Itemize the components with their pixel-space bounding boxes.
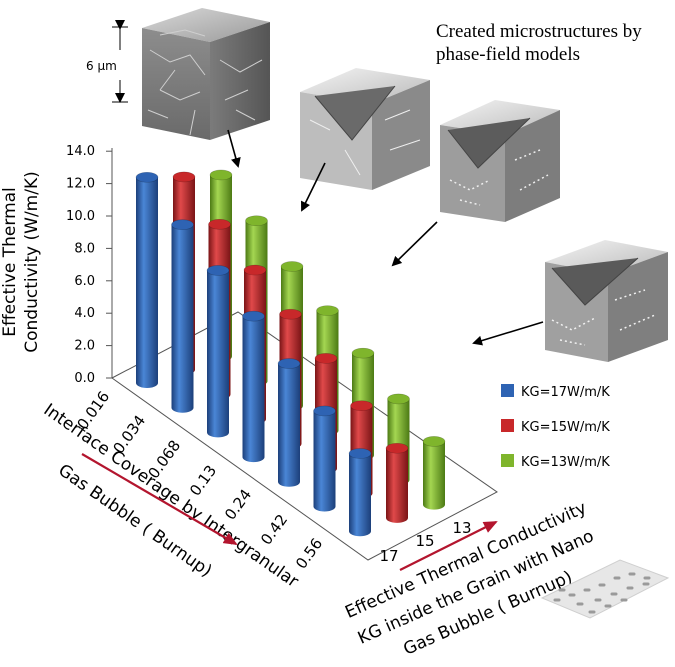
bar-top xyxy=(243,264,267,276)
bar-body xyxy=(386,448,408,523)
depth-axis-direction-arrow xyxy=(399,521,498,571)
legend-label-kg17: KG=17W/m/K xyxy=(521,385,610,400)
legend-label-kg15: KG=15W/m/K xyxy=(521,420,610,435)
y-tick-label: 6.0 xyxy=(74,274,95,289)
bar-body xyxy=(278,363,300,487)
depth-category-label: 15 xyxy=(415,532,434,550)
scale-bar-label: 6 µm xyxy=(86,59,117,73)
y-tick-label: 2.0 xyxy=(74,339,95,354)
bar-top xyxy=(245,215,268,227)
microstructure-cube-1 xyxy=(142,8,270,140)
y-tick-label: 8.0 xyxy=(74,241,95,256)
bar-kg-17w-m-k-0.13 xyxy=(242,310,265,463)
bar-kg-15w-m-k-0.56 xyxy=(385,442,409,523)
legend: KG=17W/m/K KG=15W/m/K KG=13W/m/K xyxy=(501,384,610,470)
bar-kg-13w-m-k-0.56 xyxy=(422,436,446,510)
bar-kg-17w-m-k-0.034 xyxy=(171,219,194,413)
bar-kg-17w-m-k-0.42 xyxy=(313,405,336,512)
y-tick-label: 12.0 xyxy=(66,177,95,192)
bar-top xyxy=(280,261,304,272)
floor-plane xyxy=(111,311,498,561)
x-category-label: 0.24 xyxy=(221,486,255,524)
nano-bubble-cluster xyxy=(540,559,670,619)
bar-kg-17w-m-k-0.24 xyxy=(277,358,301,487)
bar-body xyxy=(242,316,265,463)
bar-top xyxy=(350,400,373,412)
microstructure-cube-2 xyxy=(300,68,430,190)
microstructure-cube-4 xyxy=(545,240,668,362)
depth-axis-categories: 17 15 13 xyxy=(379,519,471,565)
y-axis-ticks: 0.0 2.0 4.0 6.0 8.0 10.0 12.0 14.0 xyxy=(66,144,112,386)
depth-category-label: 17 xyxy=(379,547,398,565)
bar-top xyxy=(171,219,194,230)
legend-swatch-kg15 xyxy=(501,419,514,432)
bar-kg-17w-m-k-0.56 xyxy=(348,448,372,537)
bar-top xyxy=(387,393,410,405)
bar-top xyxy=(313,405,336,417)
legend-swatch-kg17 xyxy=(501,384,514,397)
microstructures-note-line1: Created microstructures by xyxy=(436,21,642,42)
x-category-label: 0.56 xyxy=(292,535,326,573)
bar-body xyxy=(423,441,445,510)
bar-kg-17w-m-k-0.068 xyxy=(206,265,230,438)
bar-body xyxy=(207,270,229,438)
bar-top xyxy=(208,219,231,230)
y-tick-label: 4.0 xyxy=(74,306,95,321)
bar-top xyxy=(385,442,409,454)
bar-top xyxy=(135,171,159,183)
legend-label-kg13: KG=13W/m/K xyxy=(521,455,610,470)
bar-top xyxy=(209,169,233,181)
x-axis-direction-arrow xyxy=(81,453,238,546)
y-axis-title-line1: Effective Thermal xyxy=(0,187,20,337)
bar-body xyxy=(313,410,336,512)
bar-kg-17w-m-k-0.016 xyxy=(135,171,159,388)
bar-top xyxy=(242,310,265,322)
bar-top xyxy=(279,308,302,320)
bar-body xyxy=(136,177,158,388)
bar-top xyxy=(316,305,339,316)
y-axis-title-line2: Conductivity (W/m/K) xyxy=(22,171,42,353)
y-axis-title: Effective Thermal Conductivity (W/m/K) xyxy=(0,171,42,353)
bar-body xyxy=(171,224,194,413)
y-tick-label: 0.0 xyxy=(74,371,95,386)
y-tick-label: 14.0 xyxy=(66,144,95,159)
pointer-arrow-3 xyxy=(391,221,438,267)
y-tick-label: 10.0 xyxy=(66,209,95,224)
bar-top xyxy=(351,347,375,359)
bar-top xyxy=(277,358,301,369)
bar-top xyxy=(422,436,446,447)
x-category-label: 0.42 xyxy=(257,511,291,549)
pointer-arrow-2 xyxy=(301,162,326,212)
microstructure-cube-3 xyxy=(440,100,560,222)
pointer-arrow-4 xyxy=(472,321,544,346)
bar-body xyxy=(349,453,371,537)
legend-swatch-kg13 xyxy=(501,454,514,467)
bar-top xyxy=(172,171,196,183)
pointer-arrow-1 xyxy=(227,129,241,168)
bar-top xyxy=(206,265,230,276)
bar-top xyxy=(348,448,372,459)
microstructures-note-line2: phase-field models xyxy=(436,44,580,65)
bars-group xyxy=(135,169,446,537)
depth-category-label: 13 xyxy=(452,519,471,537)
x-category-label: 0.13 xyxy=(186,462,220,500)
scale-bar: 6 µm xyxy=(86,20,128,103)
bar-top xyxy=(314,353,338,364)
